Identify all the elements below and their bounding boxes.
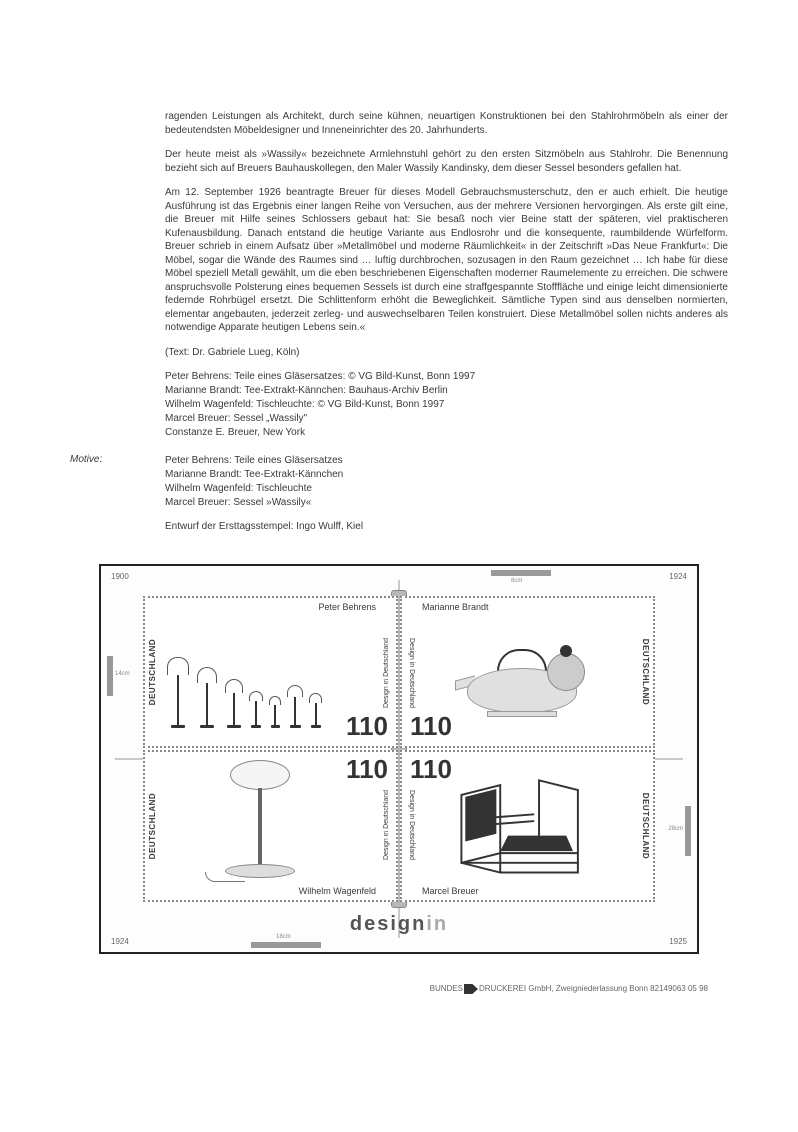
ruler-top-label: 8cm <box>511 578 522 584</box>
stamp-behrens: DEUTSCHLAND Peter Behrens Design in Deut… <box>143 596 398 748</box>
stamp-wagenfeld: DEUTSCHLAND Wilhelm Wagenfeld Design in … <box>143 750 398 902</box>
stamp-miniature-sheet: 1900 1924 1924 1925 8cm 18cm 14cm 28cm D… <box>99 564 699 954</box>
paragraph-2: Der heute meist als »Wassily« bezeichnet… <box>165 148 728 175</box>
ruler-bottom-icon <box>251 942 321 948</box>
paragraph-3: Am 12. September 1926 beantragte Breuer … <box>165 186 728 335</box>
glasses-icon <box>167 638 337 728</box>
motive-item: Peter Behrens: Teile eines Gläsersatzes <box>165 454 728 468</box>
year-top-right: 1924 <box>669 572 687 581</box>
wassily-chair-icon <box>442 764 607 884</box>
ruler-right-label: 28cm <box>668 826 683 832</box>
country-label: DEUTSCHLAND <box>148 793 157 859</box>
country-label: DEUTSCHLAND <box>641 793 650 859</box>
title-in: in <box>426 913 448 935</box>
title-design: design <box>350 913 426 935</box>
stamp-brandt: DEUTSCHLAND Marianne Brandt Design in De… <box>400 596 655 748</box>
designer-label: Marianne Brandt <box>422 602 489 612</box>
motive-item: Marianne Brandt: Tee-Extrakt-Kännchen <box>165 468 728 482</box>
design-in-deutschland-label: Design in Deutschland <box>408 638 415 708</box>
designer-label: Marcel Breuer <box>422 886 479 896</box>
ruler-top-icon <box>491 570 551 576</box>
text-attribution: (Text: Dr. Gabriele Lueg, Köln) <box>165 346 728 360</box>
credit-line: Marcel Breuer: Sessel „Wassily" <box>165 412 728 426</box>
credit-line: Peter Behrens: Teile eines Gläsersatzes:… <box>165 370 728 384</box>
ruler-left-icon <box>107 656 113 696</box>
stamp-breuer: DEUTSCHLAND Marcel Breuer Design in Deut… <box>400 750 655 902</box>
paragraph-1: ragenden Leistungen als Architekt, durch… <box>165 110 728 137</box>
motive-list: Peter Behrens: Teile eines Gläsersatzes … <box>165 454 728 534</box>
teapot-icon <box>447 633 607 723</box>
stamp-value: 110 <box>346 754 388 785</box>
motive-item: Marcel Breuer: Sessel »Wassily« <box>165 496 728 510</box>
footer-post: DRUCKEREI GmbH, Zweigniederlassung Bonn … <box>479 984 708 993</box>
country-label: DEUTSCHLAND <box>148 639 157 705</box>
country-label: DEUTSCHLAND <box>641 639 650 705</box>
motive-item: Wilhelm Wagenfeld: Tischleuchte <box>165 482 728 496</box>
footer-pre: BUNDES <box>430 984 463 993</box>
bundesdruckerei-logo-icon <box>464 984 478 994</box>
motive-section: Motive: Peter Behrens: Teile eines Gläse… <box>70 454 728 534</box>
entwurf-line: Entwurf der Ersttagsstempel: Ingo Wulff,… <box>165 520 728 534</box>
designer-label: Wilhelm Wagenfeld <box>299 886 376 896</box>
ruler-right-icon <box>685 806 691 856</box>
credit-line: Constanze E. Breuer, New York <box>165 426 728 440</box>
year-bottom-left: 1924 <box>111 937 129 946</box>
sheet-title: designin <box>101 913 697 936</box>
publisher-footer: BUNDES DRUCKEREI GmbH, Zweigniederlassung… <box>70 984 708 994</box>
design-in-deutschland-label: Design in Deutschland <box>383 790 390 860</box>
year-top-left: 1900 <box>111 572 129 581</box>
stamp-value: 110 <box>346 711 388 742</box>
image-credits: Peter Behrens: Teile eines Gläsersatzes:… <box>165 370 728 440</box>
design-in-deutschland-label: Design in Deutschland <box>408 790 415 860</box>
lamp-icon <box>205 760 315 885</box>
motive-label: Motive: <box>70 454 165 534</box>
credit-line: Marianne Brandt: Tee-Extrakt-Kännchen: B… <box>165 384 728 398</box>
body-text: ragenden Leistungen als Architekt, durch… <box>165 110 728 440</box>
stamps-grid: DEUTSCHLAND Peter Behrens Design in Deut… <box>143 596 655 902</box>
year-bottom-right: 1925 <box>669 937 687 946</box>
ruler-left-label: 14cm <box>115 671 130 677</box>
designer-label: Peter Behrens <box>318 602 376 612</box>
design-in-deutschland-label: Design in Deutschland <box>383 638 390 708</box>
credit-line: Wilhelm Wagenfeld: Tischleuchte: © VG Bi… <box>165 398 728 412</box>
stamp-value: 110 <box>410 711 452 742</box>
